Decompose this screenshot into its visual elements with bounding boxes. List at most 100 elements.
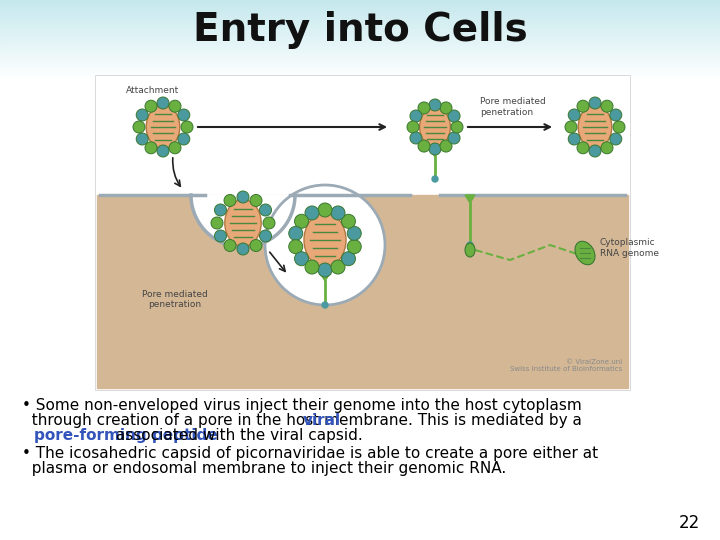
Circle shape xyxy=(178,109,190,121)
Bar xyxy=(0,78,720,79)
Bar xyxy=(0,42,720,43)
Circle shape xyxy=(181,121,193,133)
Circle shape xyxy=(224,194,236,206)
Bar xyxy=(0,5,720,6)
Circle shape xyxy=(432,176,438,182)
Bar xyxy=(0,39,720,40)
Circle shape xyxy=(169,142,181,154)
Bar xyxy=(0,20,720,21)
Bar xyxy=(0,58,720,59)
Circle shape xyxy=(265,185,385,305)
Bar xyxy=(0,46,720,47)
Bar xyxy=(0,2,720,3)
Circle shape xyxy=(215,230,227,242)
Ellipse shape xyxy=(304,213,346,267)
Bar xyxy=(0,76,720,77)
Bar xyxy=(0,44,720,45)
Bar xyxy=(0,45,720,46)
Bar xyxy=(0,10,720,11)
Ellipse shape xyxy=(225,200,261,246)
Circle shape xyxy=(237,191,249,203)
Circle shape xyxy=(237,243,249,255)
Bar xyxy=(0,62,720,63)
Bar xyxy=(0,64,720,65)
Bar xyxy=(0,18,720,19)
Circle shape xyxy=(440,102,452,114)
Bar xyxy=(0,77,720,78)
Circle shape xyxy=(347,240,361,254)
Circle shape xyxy=(565,121,577,133)
Circle shape xyxy=(157,145,169,157)
Bar xyxy=(0,13,720,14)
Text: Cytoplasmic
RNA genome: Cytoplasmic RNA genome xyxy=(600,238,659,258)
Bar xyxy=(0,56,720,57)
Text: Pore mediated
penetration: Pore mediated penetration xyxy=(142,290,208,309)
Bar xyxy=(0,30,720,31)
Text: Pore mediated
penetration: Pore mediated penetration xyxy=(480,97,546,117)
Bar xyxy=(0,0,720,1)
Circle shape xyxy=(577,100,589,112)
Bar xyxy=(0,26,720,27)
Bar xyxy=(0,73,720,74)
Circle shape xyxy=(331,206,345,220)
Ellipse shape xyxy=(146,105,180,148)
Bar xyxy=(0,22,720,23)
Circle shape xyxy=(448,110,460,122)
Circle shape xyxy=(601,142,613,154)
Circle shape xyxy=(429,143,441,155)
Bar xyxy=(95,75,630,390)
Ellipse shape xyxy=(578,105,612,148)
Bar xyxy=(0,24,720,25)
Circle shape xyxy=(467,242,473,248)
Bar xyxy=(0,8,720,9)
Bar xyxy=(0,25,720,26)
Circle shape xyxy=(178,133,190,145)
Circle shape xyxy=(418,102,430,114)
Bar xyxy=(0,15,720,16)
Bar xyxy=(0,54,720,55)
Bar xyxy=(0,68,720,69)
Circle shape xyxy=(136,109,148,121)
Bar xyxy=(0,72,720,73)
Polygon shape xyxy=(430,149,440,157)
Bar xyxy=(0,9,720,10)
Circle shape xyxy=(440,140,452,152)
Bar xyxy=(0,49,720,50)
Circle shape xyxy=(410,132,422,144)
Bar xyxy=(0,57,720,58)
Bar xyxy=(0,36,720,37)
Bar xyxy=(0,6,720,7)
Circle shape xyxy=(322,302,328,308)
Text: viral: viral xyxy=(302,413,341,428)
Bar xyxy=(0,40,720,41)
Text: Entry into Cells: Entry into Cells xyxy=(193,11,527,49)
Circle shape xyxy=(294,214,309,228)
Polygon shape xyxy=(191,195,295,247)
Bar xyxy=(0,51,720,52)
Circle shape xyxy=(250,194,262,206)
Ellipse shape xyxy=(575,241,595,265)
Text: plasma or endosomal membrane to inject their genomic RNA.: plasma or endosomal membrane to inject t… xyxy=(22,461,506,476)
Bar xyxy=(0,34,720,35)
Bar xyxy=(0,50,720,51)
Circle shape xyxy=(250,240,262,252)
Circle shape xyxy=(224,240,236,252)
Circle shape xyxy=(305,260,319,274)
Polygon shape xyxy=(320,273,330,281)
Bar xyxy=(0,53,720,54)
Bar xyxy=(0,60,720,61)
Text: associated with the viral capsid.: associated with the viral capsid. xyxy=(111,428,363,443)
Bar xyxy=(0,75,720,76)
Bar xyxy=(0,32,720,33)
Circle shape xyxy=(341,214,356,228)
Bar xyxy=(0,43,720,44)
Bar xyxy=(0,67,720,68)
Bar xyxy=(0,7,720,8)
Circle shape xyxy=(169,100,181,112)
Bar xyxy=(0,66,720,67)
Bar xyxy=(0,28,720,29)
Bar xyxy=(0,63,720,64)
Bar xyxy=(0,23,720,24)
Bar xyxy=(97,195,628,388)
Circle shape xyxy=(341,252,356,266)
